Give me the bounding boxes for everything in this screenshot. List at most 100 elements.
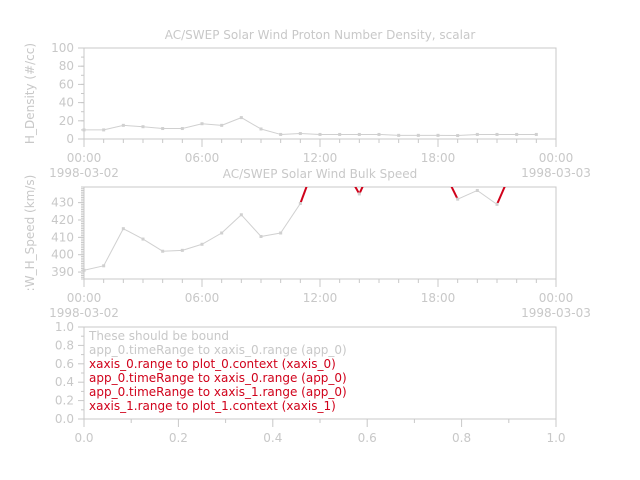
- x-tick-label: 0.6: [358, 431, 377, 445]
- x-tick-label: 0.0: [74, 431, 93, 445]
- x-tick-date: 1998-03-02: [49, 306, 119, 320]
- y-tick-label: 0: [66, 132, 74, 146]
- x-tick-label: 06:00: [185, 291, 220, 305]
- data-point: [338, 132, 342, 136]
- series-segment: [399, 142, 419, 147]
- series-segment: [280, 133, 301, 135]
- data-point: [456, 134, 460, 138]
- y-tick-label: 100: [51, 41, 74, 55]
- data-point: [180, 127, 184, 131]
- annotation-error-line: app_0.timeRange to xaxis_0.range (app_0): [89, 371, 347, 385]
- data-point: [102, 128, 106, 132]
- y-tick-label: 400: [51, 248, 74, 262]
- y-tick-label: 20: [59, 114, 74, 128]
- annotation-error-line: app_0.timeRange to xaxis_1.range (app_0): [89, 385, 347, 399]
- data-point: [82, 128, 86, 132]
- y-tick-label: 0.6: [55, 357, 74, 371]
- data-point: [82, 268, 86, 272]
- data-point: [495, 202, 499, 206]
- series-segment: [142, 238, 163, 252]
- series-segment: [123, 124, 144, 128]
- series-segment: [201, 232, 222, 245]
- series-segment: [450, 187, 459, 200]
- x-tick-label: 0.4: [263, 431, 282, 445]
- data-point: [220, 123, 224, 127]
- y-tick-label: 80: [59, 59, 74, 73]
- data-point: [475, 188, 479, 192]
- chart-title: AC/SWEP Solar Wind Bulk Speed: [223, 167, 417, 181]
- data-point: [318, 132, 322, 136]
- x-tick-label: 18:00: [421, 151, 456, 165]
- y-tick-label: 420: [51, 213, 74, 227]
- data-point: [259, 127, 263, 131]
- series-segment: [103, 124, 124, 131]
- data-point: [121, 227, 125, 231]
- series-segment: [379, 142, 399, 151]
- series-segment: [260, 128, 281, 135]
- annotation-error-line: xaxis_0.range to plot_0.context (xaxis_0…: [89, 357, 336, 371]
- plot-frame: [83, 186, 557, 280]
- x-tick-label: 12:00: [303, 151, 338, 165]
- annotation-error-line: xaxis_1.range to plot_1.context (xaxis_1…: [89, 399, 336, 413]
- series-segment: [103, 228, 124, 267]
- series-segment: [260, 232, 281, 237]
- y-axis-label: H_Density (#/cc): [23, 43, 37, 144]
- data-point: [298, 132, 302, 136]
- y-tick-label: 0.8: [55, 338, 74, 352]
- y-tick-label: 390: [51, 265, 74, 279]
- series-segment: [240, 214, 262, 237]
- series-segment: [123, 228, 144, 240]
- x-tick-label: 18:00: [421, 291, 456, 305]
- y-tick-label: 410: [51, 230, 74, 244]
- data-point: [200, 242, 204, 246]
- x-tick-label: 12:00: [303, 291, 338, 305]
- data-point: [239, 116, 243, 120]
- x-tick-date: 1998-03-02: [49, 166, 119, 180]
- data-point: [515, 132, 519, 136]
- series-segment: [378, 133, 399, 136]
- x-tick-label: 00:00: [67, 291, 102, 305]
- data-point: [436, 133, 440, 137]
- series-segment: [496, 187, 506, 205]
- x-tick-label: 00:00: [67, 151, 102, 165]
- series-segment: [221, 214, 242, 234]
- data-point: [121, 123, 125, 127]
- chart-title: AC/SWEP Solar Wind Proton Number Density…: [165, 28, 476, 42]
- y-axis-label: :W_H_Speed (km/s): [23, 175, 37, 292]
- data-point: [456, 197, 460, 201]
- plot-frame: [83, 47, 557, 140]
- series-segment: [477, 190, 498, 205]
- y-tick-label: 60: [59, 77, 74, 91]
- annotation-line: These should be bound: [89, 329, 229, 343]
- data-point: [259, 234, 263, 238]
- series-segment: [182, 123, 203, 130]
- x-tick-date: 1998-03-03: [521, 306, 591, 320]
- data-point: [377, 132, 381, 136]
- y-tick-label: 0.4: [55, 375, 74, 389]
- data-point: [357, 132, 361, 136]
- y-tick-label: 40: [59, 96, 74, 110]
- data-point: [220, 231, 224, 235]
- series-segment: [354, 187, 361, 195]
- series-segment: [142, 126, 163, 130]
- data-point: [200, 122, 204, 126]
- data-point: [141, 125, 145, 129]
- x-tick-label: 00:00: [539, 291, 574, 305]
- series-segment: [457, 190, 478, 200]
- series-segment: [241, 117, 262, 130]
- y-tick-label: 1.0: [55, 320, 74, 334]
- data-point: [279, 231, 283, 235]
- series-segment: [517, 151, 537, 160]
- data-point: [161, 249, 165, 253]
- x-tick-label: 0.8: [452, 431, 471, 445]
- series-segment: [201, 123, 222, 126]
- y-tick-label: 0.2: [55, 394, 74, 408]
- series-segment: [457, 133, 478, 137]
- data-point: [180, 248, 184, 252]
- data-point: [534, 132, 538, 136]
- y-tick-label: 430: [51, 196, 74, 210]
- data-point: [141, 237, 145, 241]
- x-tick-date: 1998-03-03: [521, 166, 591, 180]
- data-point: [397, 133, 401, 137]
